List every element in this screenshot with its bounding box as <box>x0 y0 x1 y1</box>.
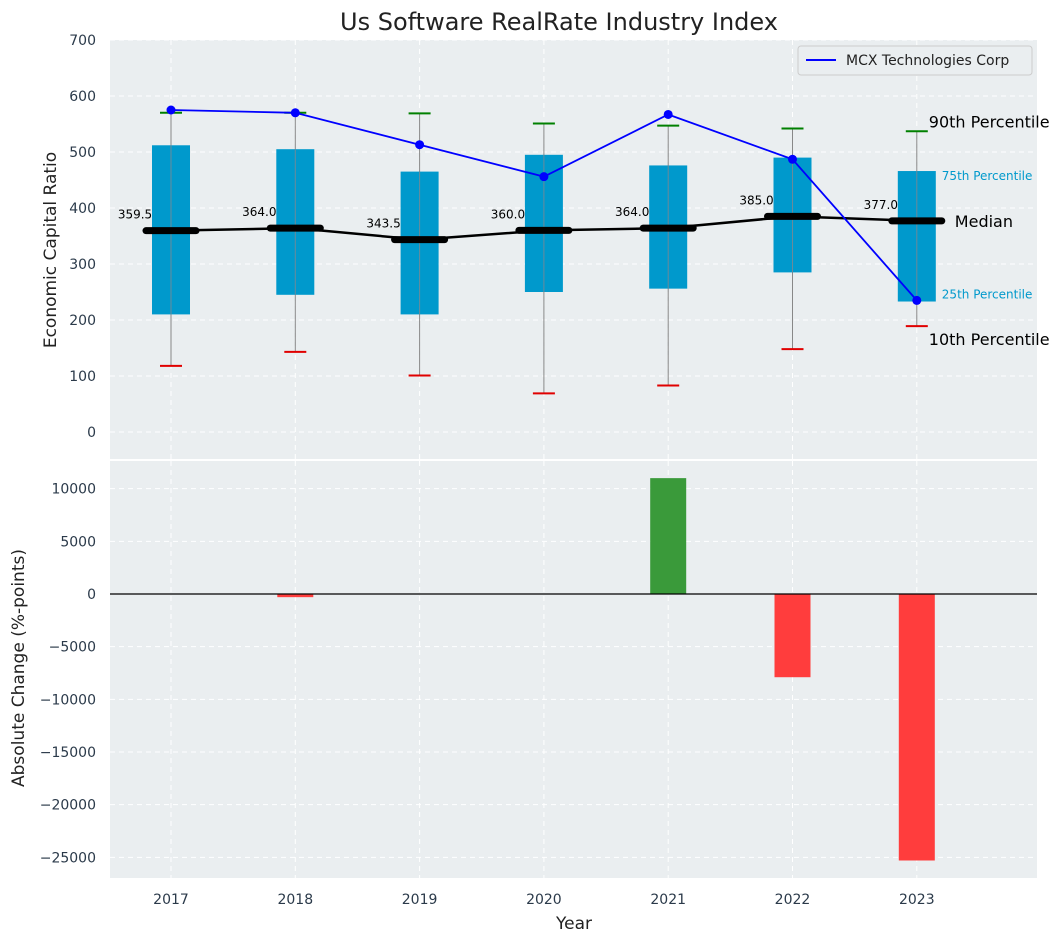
bottom-y-tick-label: −10000 <box>40 692 96 708</box>
company-point <box>290 108 300 118</box>
top-panel: 0 100 200 300 400 500 600 700 359.5 364.0 343.5 360… <box>69 33 1050 459</box>
x-axis-label: Year <box>555 914 592 934</box>
bottom-y-tick-label: 0 <box>87 587 96 603</box>
top-y-tick-label: 400 <box>69 201 96 217</box>
median-value-label: 364.0 <box>242 205 276 219</box>
x-tick-label: 2017 <box>153 892 189 908</box>
company-point <box>912 295 922 305</box>
bottom-panel: −25000 −20000 −15000 −10000 −5000 0 5000 10000 2… <box>40 461 1037 908</box>
bottom-y-tick-label: −15000 <box>40 745 96 761</box>
top-plot-area <box>110 40 1037 459</box>
top-y-tick-label: 100 <box>69 369 96 385</box>
company-point <box>788 154 797 164</box>
top-y-tick-label: 0 <box>87 425 96 441</box>
x-tick-label: 2019 <box>402 892 438 908</box>
company-point <box>166 105 176 115</box>
change-bar <box>774 594 811 678</box>
top-y-tick-label: 600 <box>69 89 96 105</box>
median-value-label: 359.5 <box>118 208 152 222</box>
change-bar <box>650 478 687 594</box>
legend-label: MCX Technologies Corp <box>846 53 1009 69</box>
median-value-label: 360.0 <box>491 207 525 221</box>
median-annotation: Median <box>955 212 1013 231</box>
top-y-tick-label: 300 <box>69 257 96 273</box>
x-tick-label: 2020 <box>526 892 562 908</box>
bottom-y-tick-label: 5000 <box>60 534 96 550</box>
p25-annotation: 25th Percentile <box>942 288 1033 302</box>
median-value-label: 364.0 <box>615 205 649 219</box>
x-tick-label: 2021 <box>650 892 686 908</box>
median-value-label: 343.5 <box>366 217 400 231</box>
legend-box <box>797 45 1033 76</box>
x-tick-label: 2022 <box>775 892 811 908</box>
company-point <box>539 172 549 182</box>
legend: MCX Technologies Corp <box>797 45 1033 76</box>
bottom-y-axis-label: Absolute Change (%-points) <box>9 549 29 787</box>
company-point <box>663 109 673 119</box>
bottom-y-tick-label: −5000 <box>49 640 96 656</box>
chart-title: Us Software RealRate Industry Index <box>340 8 778 36</box>
x-tick-label: 2018 <box>277 892 313 908</box>
bottom-y-tick-label: −25000 <box>40 850 96 866</box>
bottom-y-tick-label: 10000 <box>51 482 96 498</box>
p10-annotation: 10th Percentile <box>929 330 1050 349</box>
x-tick-label: 2023 <box>899 892 935 908</box>
change-bar <box>898 594 935 861</box>
median-value-label: 377.0 <box>864 198 898 212</box>
top-y-tick-label: 200 <box>69 313 96 329</box>
p90-annotation: 90th Percentile <box>929 112 1050 131</box>
top-y-tick-label: 700 <box>69 33 96 49</box>
top-y-axis-label: Economic Capital Ratio <box>41 152 61 348</box>
p75-annotation: 75th Percentile <box>942 169 1033 183</box>
company-point <box>415 140 425 150</box>
top-y-tick-label: 500 <box>69 145 96 161</box>
change-bar <box>277 594 314 598</box>
median-value-label: 385.0 <box>739 193 773 207</box>
bottom-y-tick-label: −20000 <box>40 798 96 814</box>
bottom-plot-area <box>110 461 1037 878</box>
